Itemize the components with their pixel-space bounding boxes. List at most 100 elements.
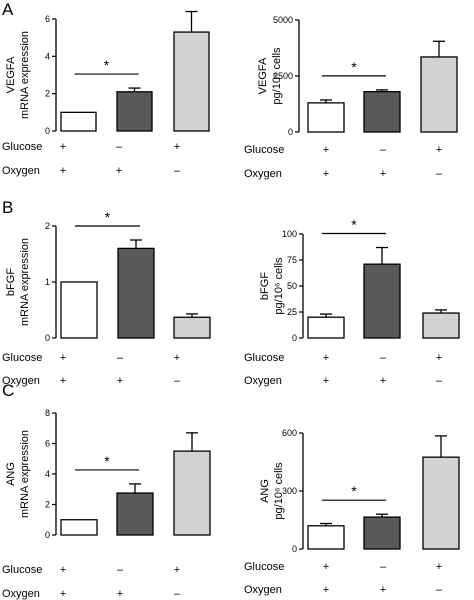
oxygen-sign: + [60,375,66,387]
y-axis-label-line2: mRNA expression [19,31,31,119]
y-tick-label: 6 [45,439,50,449]
significance-star: * [351,59,357,75]
chart-4: 0 25 50 75 100 bFGF pg/10⁶ cells * Glucose Oxygen… [244,217,460,387]
oxygen-sign: – [436,584,443,596]
y-tick-label: 75 [287,255,297,265]
glucose-label: Glucose [2,564,42,576]
chart-2: 0 2500 5000 VEGFA pg/10⁶ cells * Glucose Oxygen… [244,15,458,180]
y-tick-label: 2 [45,500,50,510]
y-axis-label-line2: mRNA expression [19,430,31,518]
y-tick-label: 2500 [273,71,293,81]
bar-2 [116,492,154,536]
bar-2 [116,91,153,132]
glucose-label: Glucose [244,561,284,573]
glucose-label: Glucose [2,141,42,153]
significance-star: * [351,483,357,499]
y-axis-label-line1: bFGF [259,272,271,300]
oxygen-label: Oxygen [2,165,40,177]
glucose-sign: – [116,141,123,153]
bar-2 [363,91,401,133]
glucose-label: Glucose [2,352,42,364]
bar-1 [307,525,345,550]
bar-1 [307,102,345,133]
glucose-sign: + [60,141,66,153]
oxygen-sign: + [380,375,386,387]
oxygen-sign: + [117,588,123,600]
y-axis-label-line1: VEGFA [257,57,269,94]
bar-2 [363,263,401,339]
bar-1 [60,111,97,132]
significance-star: * [104,453,110,469]
bar-3 [173,316,211,339]
chart-6: 0 300 600 ANG pg/10⁶ cells * Glucose Oxygen + + – +… [244,428,460,596]
y-tick-label: 0 [288,127,293,137]
glucose-label: Glucose [244,144,284,156]
y-axis-label-line2: mRNA expression [19,238,31,326]
glucose-sign: – [117,352,124,364]
oxygen-sign: + [323,375,329,387]
y-tick-label: 2 [45,89,50,99]
oxygen-label: Oxygen [2,588,40,600]
oxygen-sign: – [174,375,181,387]
y-tick-label: 50 [287,281,297,291]
significance-star: * [351,217,357,233]
bar-3 [420,56,458,133]
chart-3: 0 1 2 bFGF mRNA expression * Glucose Oxygen + + – +… [2,209,211,387]
oxygen-sign: + [323,584,329,596]
panel-letter-b: B [2,198,13,217]
oxygen-sign: + [323,168,329,180]
y-tick-label: 6 [45,14,50,24]
panel-letter-a: A [2,0,14,19]
y-axis-label-line2: pg/10⁶ cells [273,257,285,315]
glucose-sign: + [60,352,66,364]
y-tick-label: 0 [292,333,297,343]
y-axis-label-line2: pg/10⁶ cells [271,47,283,105]
glucose-sign: – [117,564,124,576]
panel-letter-c: C [2,381,14,400]
glucose-sign: – [380,561,387,573]
glucose-sign: + [436,144,442,156]
bar-2 [363,516,401,550]
y-tick-label: 5000 [273,15,293,25]
glucose-sign: + [323,352,329,364]
oxygen-sign: + [116,165,122,177]
oxygen-label: Oxygen [244,168,282,180]
y-axis-label-line2: pg/10⁶ cells [273,462,285,520]
bar-3 [422,456,460,550]
glucose-sign: + [323,144,329,156]
oxygen-sign: + [380,168,386,180]
oxygen-sign: – [436,168,443,180]
glucose-label: Glucose [244,352,284,364]
oxygen-sign: + [117,375,123,387]
bar-1 [307,316,345,339]
chart-1: 0 2 4 6 VEGFA mRNA expression * Glucose Oxygen + +… [2,10,210,177]
oxygen-sign: – [436,375,443,387]
oxygen-sign: + [60,165,66,177]
glucose-sign: + [436,561,442,573]
bar-2 [117,247,155,339]
y-tick-label: 1 [45,277,50,287]
bar-3 [422,312,460,339]
oxygen-sign: + [380,584,386,596]
oxygen-label: Oxygen [244,584,282,596]
y-axis-label-line1: VEGFA [5,56,17,93]
y-tick-label: 25 [287,307,297,317]
y-axis-label-line1: ANG [259,479,271,503]
significance-star: * [105,209,111,225]
glucose-sign: + [436,352,442,364]
y-tick-label: 0 [45,530,50,540]
y-tick-label: 4 [45,469,50,479]
y-axis-label-line1: ANG [5,462,17,486]
oxygen-label: Oxygen [244,375,282,387]
bar-3 [173,31,210,132]
y-tick-label: 300 [282,486,297,496]
chart-5: 0 2 4 6 8 ANG mRNA expression * Glucose Oxygen + + –… [2,408,211,600]
glucose-sign: + [323,561,329,573]
glucose-sign: + [60,564,66,576]
oxygen-sign: – [174,165,181,177]
glucose-sign: + [174,564,180,576]
y-tick-label: 0 [45,126,50,136]
significance-star: * [104,57,110,73]
